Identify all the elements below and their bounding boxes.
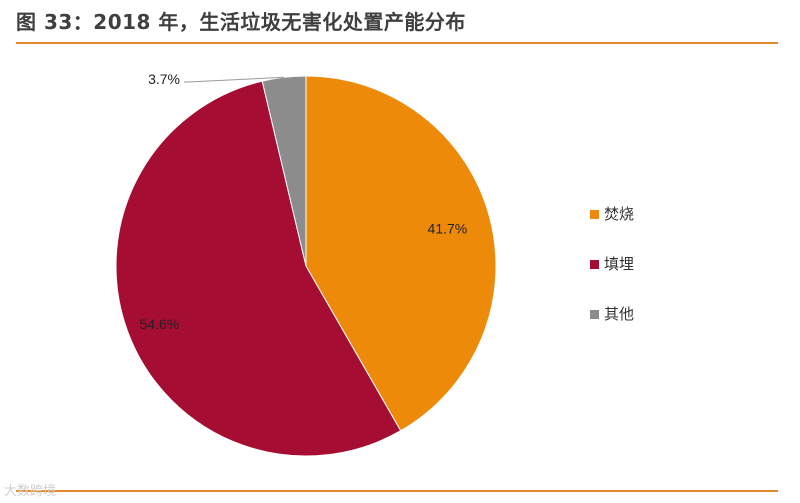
- legend-swatch-2: [590, 260, 599, 269]
- data-label-3: 3.7%: [148, 71, 180, 87]
- leader-line: [184, 76, 285, 83]
- legend-swatch-3: [590, 310, 599, 319]
- pie-slices: [115, 75, 497, 457]
- legend-label-2: 填埋: [604, 255, 634, 273]
- chart-title: 图 33：2018 年，生活垃圾无害化处置产能分布: [16, 10, 466, 34]
- pie-slice-2: [115, 80, 402, 457]
- footer-divider: [16, 490, 778, 492]
- legend-label-3: 其他: [604, 305, 634, 323]
- data-labels: 41.7% 54.6% 3.7%: [140, 71, 468, 332]
- data-label-2: 54.6%: [140, 316, 180, 332]
- data-label-1: 41.7%: [428, 220, 468, 236]
- pie-slice-1: [305, 75, 497, 432]
- watermark: 大数跨境: [4, 484, 57, 499]
- legend-swatch-1: [590, 210, 599, 219]
- legend-label-1: 焚烧: [604, 205, 634, 223]
- title-divider: [16, 42, 778, 44]
